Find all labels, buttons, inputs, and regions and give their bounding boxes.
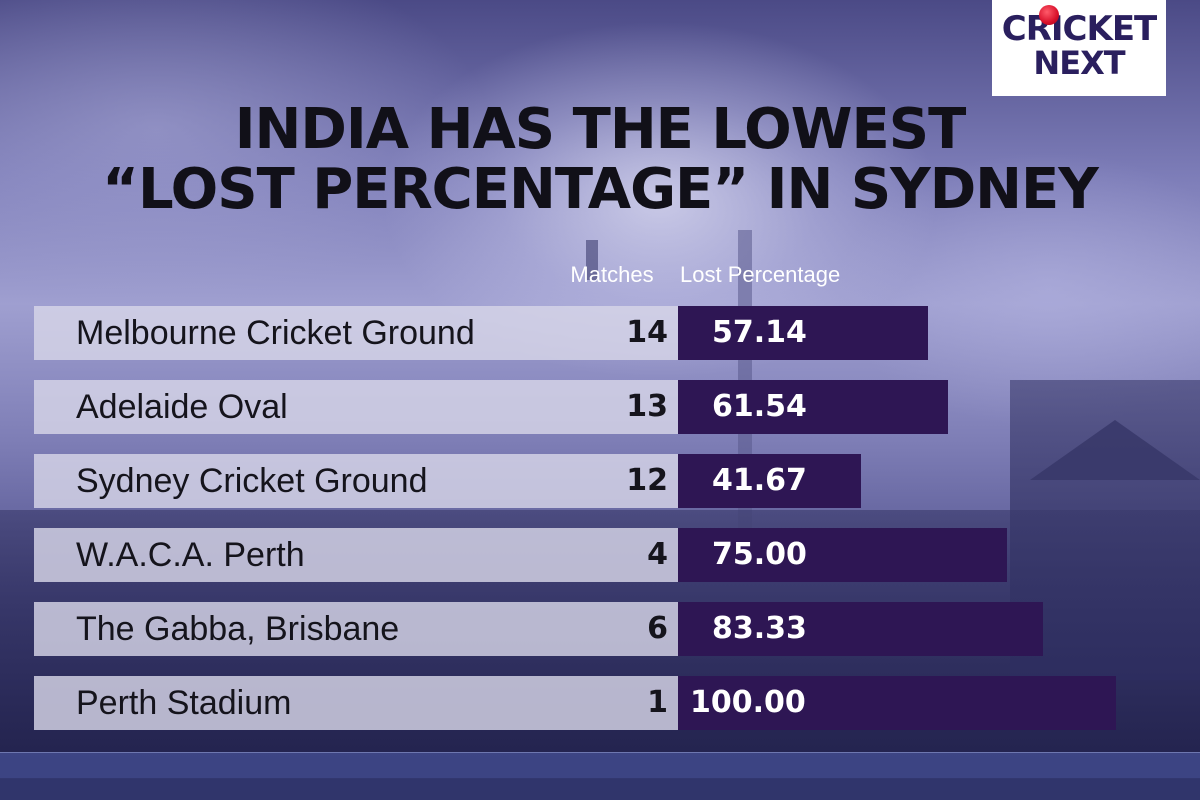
chart-title-line1: INDIA HAS THE LOWEST [234, 97, 967, 162]
matches-value: 12 [626, 463, 668, 498]
background-floodlight [586, 240, 598, 280]
bar-value-label: 41.67 [712, 463, 807, 498]
matches-value: 1 [647, 685, 668, 720]
category-label: W.A.C.A. Perth [76, 536, 305, 574]
brand-logo-line1: CRICKET [1001, 9, 1158, 49]
cricket-ball-icon [1039, 5, 1059, 25]
matches-value: 4 [647, 537, 668, 572]
background-ground [0, 778, 1200, 800]
chart-title: INDIA HAS THE LOWEST “LOST PERCENTAGE” I… [0, 100, 1200, 220]
category-label: Melbourne Cricket Ground [76, 314, 475, 352]
matches-value: 13 [626, 389, 668, 424]
bar: 83.33 [678, 602, 1043, 656]
category-label: Sydney Cricket Ground [76, 462, 428, 500]
row-label-background [34, 602, 678, 656]
bar-value-label: 100.00 [690, 685, 806, 720]
bar: 57.14 [678, 306, 928, 360]
row-label-background [34, 676, 678, 730]
bar-value-label: 61.54 [712, 389, 807, 424]
category-label: The Gabba, Brisbane [76, 610, 400, 648]
row-label-background [34, 306, 678, 360]
category-label: Perth Stadium [76, 684, 292, 722]
bar: 41.67 [678, 454, 861, 508]
brand-logo: CRICKET NEXT [992, 0, 1166, 96]
bar-value-label: 75.00 [712, 537, 807, 572]
bar: 75.00 [678, 528, 1007, 582]
background-pavilion-roof [1030, 420, 1200, 480]
bar-value-label: 57.14 [712, 315, 807, 350]
bar: 100.00 [678, 676, 1116, 730]
row-label-background [34, 380, 678, 434]
row-label-background [34, 528, 678, 582]
bar-value-label: 83.33 [712, 611, 807, 646]
category-label: Adelaide Oval [76, 388, 288, 426]
column-header-matches: Matches [570, 262, 654, 287]
matches-value: 14 [626, 315, 668, 350]
brand-logo-line2: NEXT [1033, 44, 1125, 82]
column-header-lost-percentage: Lost Percentage [680, 262, 841, 287]
matches-value: 6 [647, 611, 668, 646]
row-label-background [34, 454, 678, 508]
chart-title-line2: “LOST PERCENTAGE” IN SYDNEY [102, 157, 1099, 222]
background-advertising-boards [0, 752, 1200, 779]
bar: 61.54 [678, 380, 948, 434]
